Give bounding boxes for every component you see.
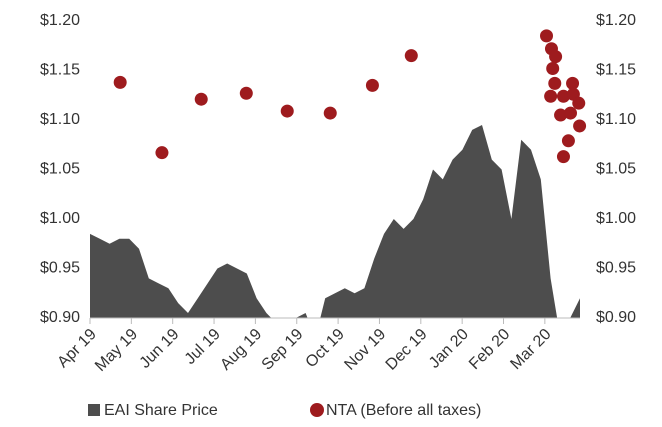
plot-area xyxy=(90,124,580,318)
y-tick-label: $1.10 xyxy=(40,111,80,128)
nta-point xyxy=(544,89,558,103)
nta-point xyxy=(540,29,554,43)
y-tick-label: $1.05 xyxy=(40,161,80,178)
nta-point xyxy=(561,134,575,148)
nta-point xyxy=(573,119,587,133)
nta-point xyxy=(280,104,294,118)
nta-point xyxy=(323,106,337,120)
x-tick-label: Jun 19 xyxy=(137,326,183,372)
nta-point xyxy=(239,86,253,100)
nta-point xyxy=(365,78,379,92)
y-tick-label: $0.90 xyxy=(40,309,80,326)
x-tick-label: Nov 19 xyxy=(341,326,389,374)
nta-point xyxy=(549,50,563,64)
y-tick-label: $1.20 xyxy=(40,12,80,29)
nta-point xyxy=(194,92,208,106)
x-tick-label: Feb 20 xyxy=(466,326,513,373)
y2-tick-label: $1.05 xyxy=(596,161,636,178)
nta-point xyxy=(563,106,577,120)
y2-tick-label: $1.10 xyxy=(596,111,636,128)
y-tick-label: $0.95 xyxy=(40,260,80,277)
nta-point xyxy=(556,89,570,103)
x-tick-label: May 19 xyxy=(92,326,141,375)
y2-tick-label: $1.20 xyxy=(596,12,636,29)
nta-point xyxy=(554,108,568,122)
nta-point xyxy=(404,49,418,63)
nta-point xyxy=(546,62,560,76)
nta-point xyxy=(556,150,570,164)
x-tick-label: Oct 19 xyxy=(303,326,348,371)
x-tick-label: Mar 20 xyxy=(507,326,554,373)
legend-swatch xyxy=(310,403,324,417)
x-tick-label: Aug 19 xyxy=(217,326,265,374)
x-tick-label: Jan 20 xyxy=(426,326,472,372)
nta-point xyxy=(155,146,169,160)
legend-label: NTA (Before all taxes) xyxy=(326,402,481,419)
y2-tick-label: $0.90 xyxy=(596,309,636,326)
x-tick-label: Sep 19 xyxy=(259,326,307,374)
legend-label: EAI Share Price xyxy=(104,402,218,419)
y2-tick-label: $1.00 xyxy=(596,210,636,227)
x-tick-label: Dec 19 xyxy=(383,326,431,374)
y-tick-label: $1.15 xyxy=(40,62,80,79)
y2-tick-label: $0.95 xyxy=(596,260,636,277)
nta-point xyxy=(572,96,586,110)
nta-point xyxy=(566,76,580,90)
y2-tick-label: $1.15 xyxy=(596,62,636,79)
legend-swatch xyxy=(88,404,100,416)
nta-point xyxy=(548,76,562,90)
nta-point xyxy=(113,75,127,89)
y-tick-label: $1.00 xyxy=(40,210,80,227)
share-price-area xyxy=(90,124,580,318)
